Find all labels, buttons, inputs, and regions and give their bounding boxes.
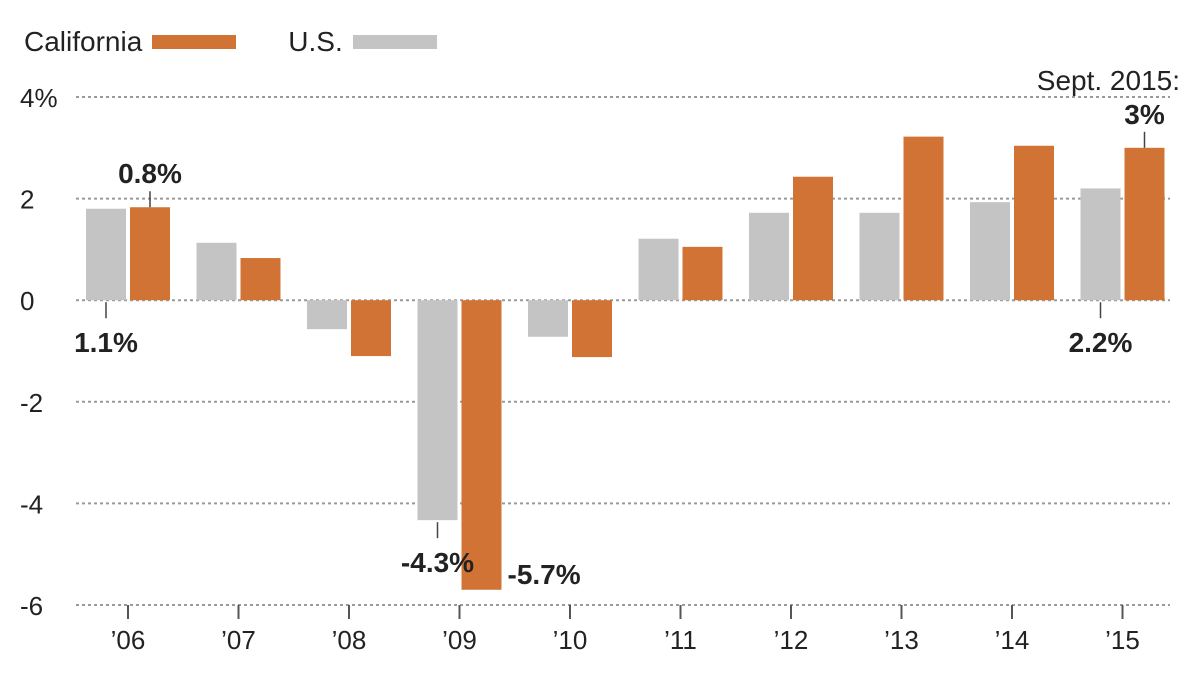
legend-item-us: U.S. bbox=[288, 26, 437, 58]
x-tick-label: ’14 bbox=[995, 625, 1030, 655]
bar-us bbox=[749, 212, 789, 301]
legend-swatch-california bbox=[152, 35, 237, 49]
data-label: 1.1% bbox=[74, 327, 138, 358]
legend-item-california: California bbox=[24, 26, 237, 58]
bar-california bbox=[682, 246, 723, 301]
bar-us bbox=[1080, 188, 1121, 301]
data-label: 2.2% bbox=[1069, 327, 1133, 358]
y-tick-label: -6 bbox=[20, 591, 43, 621]
bar-california bbox=[1124, 147, 1165, 301]
y-tick-label: -2 bbox=[20, 388, 43, 418]
bar-california bbox=[130, 207, 170, 301]
y-tick-label: 4% bbox=[20, 83, 58, 113]
x-tick-label: ’11 bbox=[664, 625, 697, 655]
x-tick-label: ’06 bbox=[111, 625, 146, 655]
legend-label-california: California bbox=[24, 26, 143, 57]
legend-swatch-us bbox=[352, 35, 437, 49]
bar-california bbox=[1014, 145, 1054, 301]
bar-us bbox=[307, 300, 347, 330]
data-label: 3% bbox=[1124, 99, 1165, 130]
x-tick-label: ’09 bbox=[442, 625, 477, 655]
y-tick-label: 0 bbox=[20, 286, 34, 316]
y-tick-label: -4 bbox=[20, 489, 43, 519]
bar-us bbox=[528, 300, 568, 337]
x-tick-label: ’10 bbox=[553, 625, 588, 655]
annotations: 1.1% 0.8% -4.3% -5.7% 2.2% 3% bbox=[74, 99, 1165, 590]
bar-california bbox=[351, 300, 391, 357]
bar-us bbox=[859, 212, 900, 301]
x-tick-label: ’12 bbox=[774, 625, 809, 655]
chart-legend: California U.S. bbox=[24, 26, 489, 58]
bar-us bbox=[86, 208, 126, 301]
bar-us bbox=[196, 242, 237, 301]
data-label: -5.7% bbox=[508, 559, 581, 590]
x-tick-label: ’07 bbox=[221, 625, 256, 655]
data-label: 0.8% bbox=[118, 158, 182, 189]
bar-california bbox=[903, 136, 944, 301]
bar-us bbox=[970, 202, 1010, 301]
corner-note: Sept. 2015: bbox=[1037, 65, 1180, 96]
bar-california bbox=[793, 176, 833, 301]
legend-label-us: U.S. bbox=[288, 26, 343, 57]
x-tick-label: ’13 bbox=[884, 625, 919, 655]
bar-california bbox=[240, 258, 281, 301]
y-tick-label: 2 bbox=[20, 185, 34, 215]
bar-us bbox=[638, 238, 679, 301]
x-tick-label: ’08 bbox=[332, 625, 367, 655]
x-axis: ’06 ’07 ’08 ’09 ’10 ’11 ’12 ’13 ’14 ’15 bbox=[111, 605, 1140, 655]
data-label: -4.3% bbox=[401, 547, 474, 578]
bars bbox=[86, 136, 1165, 590]
bar-us bbox=[417, 300, 458, 521]
x-tick-label: ’15 bbox=[1105, 625, 1140, 655]
bar-california bbox=[461, 300, 502, 590]
bar-california bbox=[572, 300, 612, 358]
gridlines: 4% 2 0 -2 -4 -6 bbox=[20, 83, 1170, 621]
